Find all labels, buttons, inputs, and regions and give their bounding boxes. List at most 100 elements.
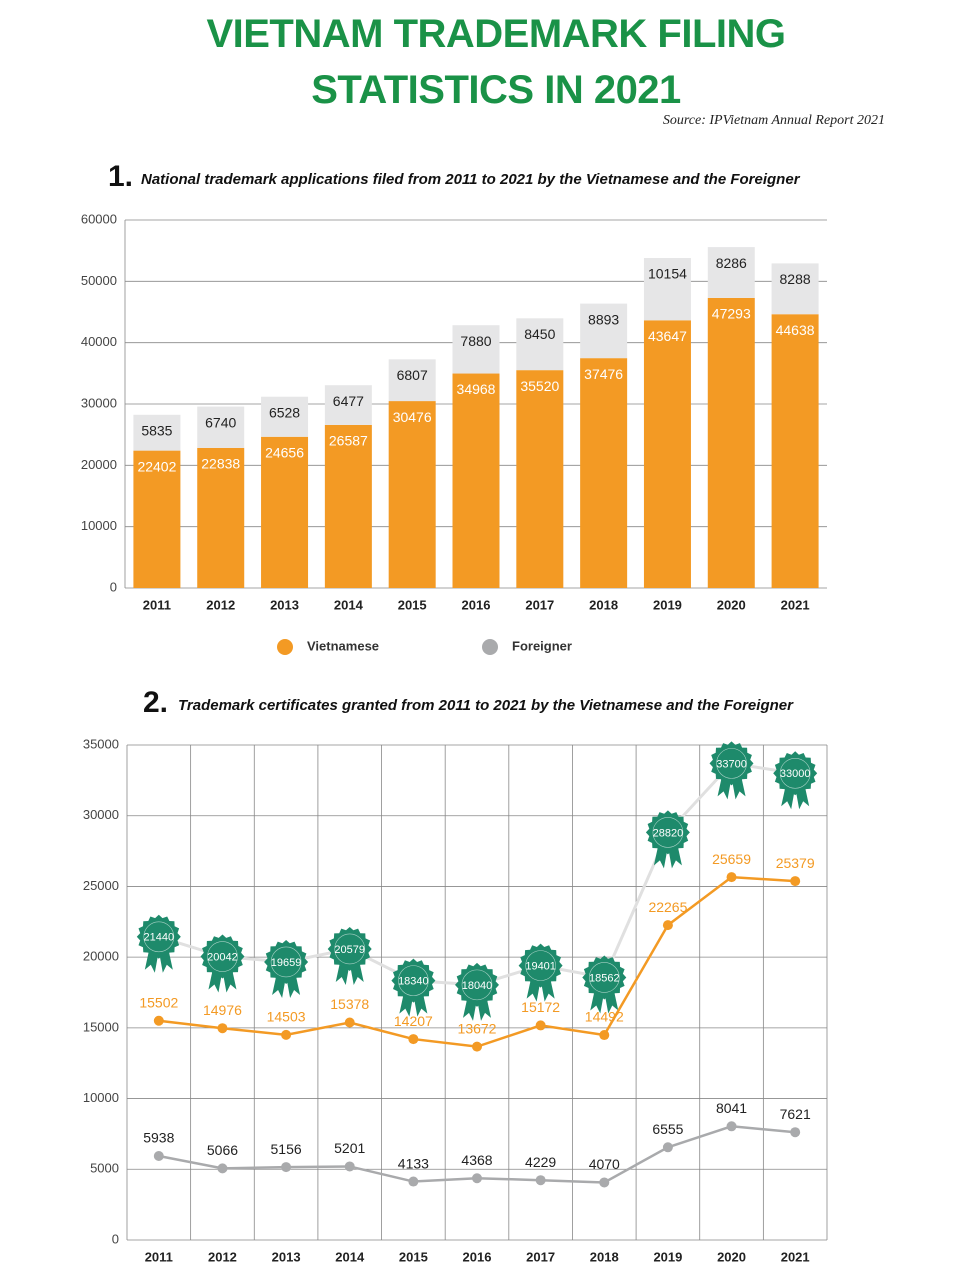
x-tick-label: 2014	[335, 1249, 365, 1264]
rosette-badge	[264, 940, 309, 984]
rosette: 21440	[136, 914, 181, 973]
y-tick-label: 50000	[81, 273, 117, 288]
legend-swatch	[482, 639, 498, 655]
bar-segment	[643, 258, 691, 321]
value-label: 6477	[333, 393, 364, 409]
x-tick-label: 2021	[781, 597, 810, 612]
y-tick-label: 20000	[81, 457, 117, 472]
value-label: 14503	[267, 1009, 306, 1025]
value-label: 6555	[652, 1121, 683, 1137]
rosette-badge	[200, 934, 245, 979]
rosette-badge	[582, 955, 627, 1000]
rosette-ring	[588, 962, 620, 993]
rosette-badge	[645, 810, 690, 855]
point	[408, 1176, 419, 1187]
point	[472, 1173, 482, 1184]
bar-segment	[324, 424, 372, 588]
y-tick-label: 0	[110, 579, 117, 594]
rosette-ring	[779, 757, 811, 789]
x-tick-label: 2018	[590, 1249, 619, 1264]
y-tick-label: 30000	[83, 807, 119, 822]
point	[599, 1030, 610, 1041]
value-label: 4229	[525, 1154, 556, 1170]
rosette-ring	[525, 950, 556, 981]
value-label: 6740	[205, 414, 236, 430]
rosette-badge	[709, 741, 754, 786]
value-label: 15172	[521, 999, 560, 1015]
value-label: 25659	[712, 851, 751, 867]
x-tick-label: 2011	[145, 1249, 173, 1264]
rosette-ring	[270, 946, 302, 978]
point	[153, 1151, 164, 1162]
value-label: 8450	[524, 326, 555, 342]
bar-segment	[261, 396, 309, 437]
y-tick-label: 0	[112, 1231, 119, 1246]
value-label: 44638	[776, 322, 815, 338]
point	[726, 1121, 737, 1132]
point	[217, 1163, 228, 1174]
value-label: 8286	[716, 255, 747, 271]
value-label: 5938	[143, 1130, 174, 1146]
value-label: 14207	[394, 1013, 433, 1029]
value-label: 18340	[398, 976, 429, 988]
x-tick-label: 2016	[462, 597, 491, 612]
y-tick-label: 30000	[81, 395, 117, 410]
value-label: 28820	[653, 827, 684, 839]
legend-label: Foreigner	[512, 638, 572, 653]
value-label: 14492	[585, 1009, 624, 1025]
x-tick-label: 2021	[781, 1249, 810, 1264]
y-tick-label: 35000	[83, 736, 119, 751]
x-tick-label: 2012	[208, 1249, 237, 1264]
page-title: VIETNAM TRADEMARK FILING STATISTICS IN 2…	[206, 12, 786, 112]
point	[726, 872, 737, 883]
rosette-badge	[136, 914, 181, 959]
x-tick-label: 2016	[463, 1249, 492, 1264]
value-label: 30476	[393, 409, 432, 425]
value-label: 34968	[457, 381, 496, 397]
rosette: 19401	[518, 943, 563, 1002]
value-label: 8041	[716, 1100, 747, 1116]
value-label: 21440	[144, 932, 175, 944]
value-label: 4133	[398, 1155, 429, 1171]
bar-segment	[133, 414, 181, 451]
x-tick-label: 2018	[589, 597, 618, 612]
point	[662, 1142, 673, 1153]
y-tick-label: 5000	[90, 1161, 119, 1176]
y-tick-label: 10000	[83, 1090, 119, 1105]
point	[344, 1017, 355, 1028]
bar-segment	[452, 325, 500, 374]
value-label: 43647	[648, 328, 687, 344]
bar-segment	[580, 358, 628, 588]
chart-number: 1.	[108, 160, 133, 193]
x-tick-label: 2015	[398, 597, 427, 612]
point	[472, 1041, 482, 1052]
bar-segment	[452, 373, 500, 588]
point	[599, 1177, 610, 1188]
rosette-badge	[518, 943, 563, 988]
value-label: 14976	[203, 1002, 242, 1018]
rosette-ring	[334, 933, 366, 965]
value-label: 22402	[137, 458, 176, 474]
point	[790, 1127, 801, 1138]
value-label: 33700	[716, 758, 747, 770]
value-label: 15502	[139, 994, 178, 1010]
point	[662, 920, 673, 931]
chart-number: 2.	[143, 686, 168, 719]
rosette-badge	[773, 751, 818, 796]
x-tick-label: 2011	[143, 597, 171, 612]
x-tick-label: 2020	[717, 597, 746, 612]
value-label: 13672	[458, 1020, 497, 1036]
chart-title: National trademark applications filed fr…	[141, 171, 801, 188]
x-tick-label: 2012	[206, 597, 235, 612]
rosette: 20042	[200, 934, 245, 993]
rosette-badge	[391, 958, 436, 1003]
rosette: 33000	[773, 751, 818, 810]
bar-segment	[388, 359, 436, 402]
source-note: Source: IPVietnam Annual Report 2021	[662, 113, 885, 128]
value-label: 25379	[776, 855, 815, 871]
value-label: 37476	[584, 366, 623, 382]
value-label: 18040	[462, 980, 493, 992]
value-label: 33000	[780, 768, 811, 780]
value-label: 7880	[460, 333, 491, 349]
